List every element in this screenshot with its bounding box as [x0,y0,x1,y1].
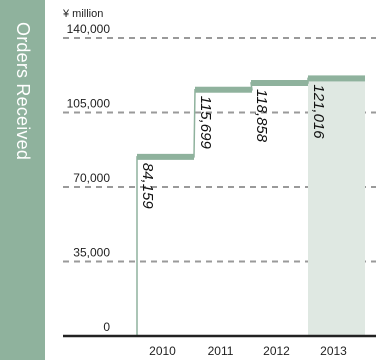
axis-layer: 2010 2011 2012 2013 [63,334,376,358]
side-banner: Orders Received [0,0,45,360]
value-label-2011: 115,699 [197,96,214,150]
value-label-2010: 84,159 [139,163,156,210]
x-tick-label-2013: 2013 [320,344,347,358]
bar-layer [136,75,365,336]
bar-2012 [251,80,308,87]
y-tick-label: 140,000 [67,22,111,36]
y-unit-label: ¥ million [62,8,103,20]
y-tick-label: 105,000 [67,97,111,111]
grid-layer [63,37,376,263]
x-tick-label-2012: 2012 [263,344,290,358]
bar-2011 [195,86,252,93]
value-label-2013: 121,016 [310,84,327,139]
x-tick-label-2011: 2011 [208,344,234,358]
label-layer: 0 35,000 70,000 105,000 140,000 84,159 115,699… [67,22,327,334]
y-tick-label: 35,000 [73,246,110,260]
x-tick-label-2010: 2010 [149,344,176,358]
value-label-2012: 118,858 [253,89,270,143]
y-tick-label: 0 [103,320,110,334]
bar-2010 [137,153,194,160]
bar-2013 [308,75,365,82]
highlight-column-2013 [308,78,365,336]
y-tick-label: 70,000 [73,171,110,185]
